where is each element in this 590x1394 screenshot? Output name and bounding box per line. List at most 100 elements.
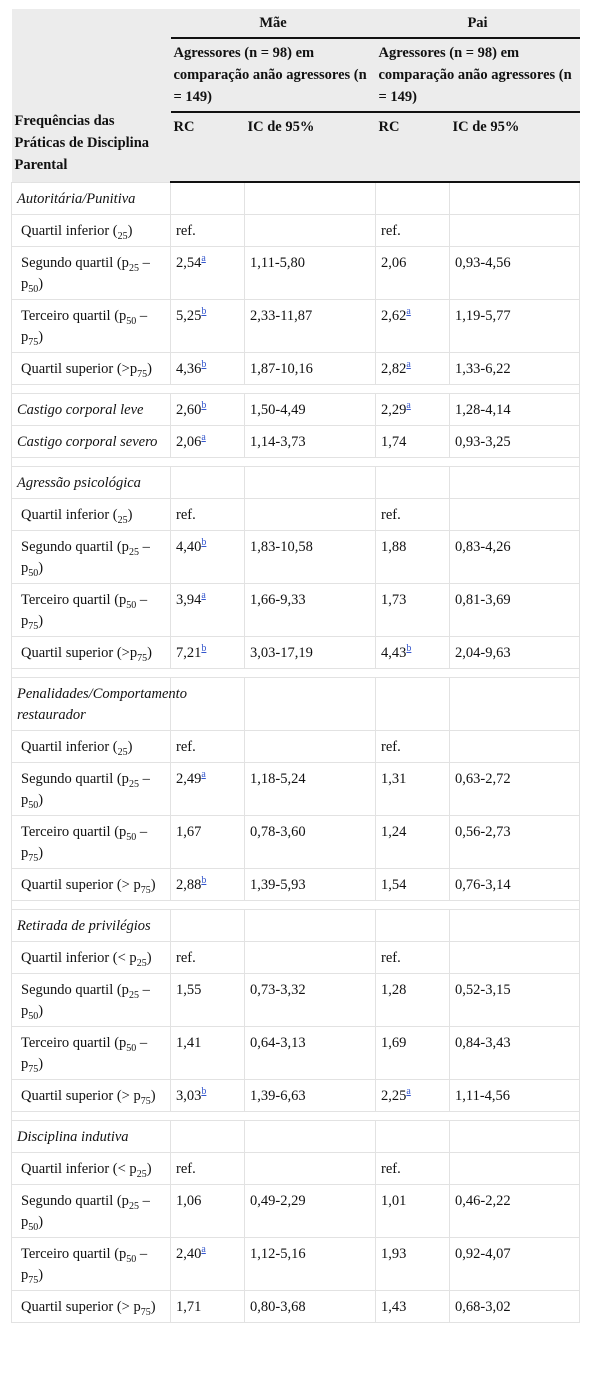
footnote-link[interactable]: a — [201, 252, 206, 264]
footnote-link[interactable]: a — [406, 399, 411, 411]
label-text: Terceiro quartil (p — [21, 1245, 127, 1262]
value: ref. — [381, 949, 401, 966]
value: 1,69 — [381, 1034, 407, 1051]
subscript: 75 — [137, 652, 148, 664]
subscript: 25 — [117, 514, 128, 526]
label-text: Quartil superior (> p — [21, 876, 141, 893]
value-cell: 3,03b — [170, 1078, 245, 1112]
value-cell: 2,04-9,63 — [448, 635, 581, 669]
subscript: 25 — [128, 778, 139, 790]
value: 1,66-9,33 — [250, 591, 306, 608]
footnote-link[interactable]: a — [201, 431, 206, 443]
footnote-link[interactable]: b — [201, 399, 207, 411]
value-cell: 1,69 — [375, 1025, 450, 1080]
spacer-cell — [10, 899, 581, 910]
footnote-link[interactable]: b — [201, 1085, 207, 1097]
subscript: 25 — [117, 746, 128, 758]
data-row: Terceiro quartil (p50 – p75) 5,25b 2,33-11… — [11, 298, 581, 353]
subscript: 75 — [140, 1095, 151, 1107]
value: 1,87-10,16 — [250, 360, 313, 377]
row-label: Castigo corporal leve — [11, 392, 171, 426]
footnote-link[interactable]: b — [201, 536, 207, 548]
footnote-mark: b — [406, 643, 411, 654]
footnote-mark: a — [406, 400, 410, 411]
empty-cell — [448, 676, 581, 731]
value-cell: 7,21b — [170, 635, 245, 669]
value: ref. — [176, 738, 196, 755]
row-label: Quartil superior (> p75) — [11, 867, 171, 901]
label-text: – p — [21, 254, 150, 292]
row-label: Segundo quartil (p25 – p50) — [11, 1183, 171, 1238]
footnote-mark: a — [201, 769, 205, 780]
subscript: 25 — [117, 230, 128, 242]
value: 3,03 — [176, 1087, 202, 1104]
empty-cell — [244, 676, 376, 731]
value-cell: ref. — [375, 213, 450, 247]
value-cell — [448, 497, 581, 531]
label-text: Segundo quartil (p — [21, 981, 129, 998]
value-cell: 0,92-4,07 — [448, 1236, 581, 1291]
footnote-link[interactable]: b — [201, 874, 207, 886]
value: 0,73-3,32 — [250, 981, 306, 998]
footnote-link[interactable]: a — [406, 305, 411, 317]
col-header: IC de 95% — [449, 112, 580, 183]
value: 1,93 — [381, 1245, 407, 1262]
footnote-link[interactable]: a — [201, 1243, 206, 1255]
empty-cell — [375, 676, 450, 731]
value-cell — [448, 940, 581, 974]
value: 4,43 — [381, 644, 407, 661]
section-title: Disciplina indutiva — [11, 1119, 171, 1153]
footnote-link[interactable]: b — [201, 358, 207, 370]
footnote-link[interactable]: b — [406, 642, 412, 654]
value-cell: 1,66-9,33 — [244, 582, 376, 637]
footnote-link[interactable]: b — [201, 642, 207, 654]
value: 1,24 — [381, 823, 407, 840]
value: 0,83-4,26 — [455, 538, 511, 555]
footnote-link[interactable]: a — [406, 1085, 411, 1097]
label-text: ) — [127, 506, 133, 523]
row-label: Quartil superior (>p75) — [11, 351, 171, 385]
data-row: Terceiro quartil (p50 – p75) 1,67 0,78-3,6… — [11, 814, 581, 869]
value: ref. — [176, 1160, 196, 1177]
value: 1,67 — [176, 823, 202, 840]
label-text: Segundo quartil (p — [21, 538, 129, 555]
value-cell: 1,28-4,14 — [448, 392, 581, 426]
mae-header: Mãe — [170, 9, 376, 39]
col-header: RC — [170, 112, 245, 183]
empty-cell — [170, 908, 245, 942]
value-cell: 2,60b — [170, 392, 245, 426]
label-text: Quartil inferior ( — [21, 222, 118, 239]
value-cell: 1,50-4,49 — [244, 392, 376, 426]
value-cell: 2,06 — [375, 245, 450, 300]
footnote-link[interactable]: a — [201, 589, 206, 601]
value-cell: 1,88 — [375, 529, 450, 584]
value: 0,78-3,60 — [250, 823, 306, 840]
spacer-cell — [10, 667, 581, 678]
label-text: Terceiro quartil (p — [21, 307, 127, 324]
label-text: ) — [127, 738, 133, 755]
value-cell: 0,83-4,26 — [448, 529, 581, 584]
footnote-link[interactable]: a — [201, 768, 206, 780]
footnote-link[interactable]: a — [406, 358, 411, 370]
label-text: ) — [38, 328, 44, 345]
data-row: Castigo corporal leve 2,60b 1,50-4,49 2,29a… — [11, 392, 581, 426]
subscript: 50 — [126, 1253, 137, 1265]
subscript: 25 — [128, 546, 139, 558]
empty-cell — [375, 1119, 450, 1153]
value-cell: ref. — [375, 729, 450, 763]
value-cell: 1,01 — [375, 1183, 450, 1238]
section-title: Retirada de privilégios — [11, 908, 171, 942]
value-cell: 0,93-4,56 — [448, 245, 581, 300]
label-text: Segundo quartil (p — [21, 1192, 129, 1209]
value: 2,82 — [381, 360, 407, 377]
row-label: Quartil inferior (< p25) — [11, 1151, 171, 1185]
section-title: Agressão psicológica — [11, 465, 171, 499]
value-cell: 2,25a — [375, 1078, 450, 1112]
value: 1,01 — [381, 1192, 407, 1209]
footnote-link[interactable]: b — [201, 305, 207, 317]
label-text: Terceiro quartil (p — [21, 823, 127, 840]
empty-cell — [244, 908, 376, 942]
spacer-row — [10, 1110, 581, 1121]
subscript: 50 — [28, 567, 39, 579]
